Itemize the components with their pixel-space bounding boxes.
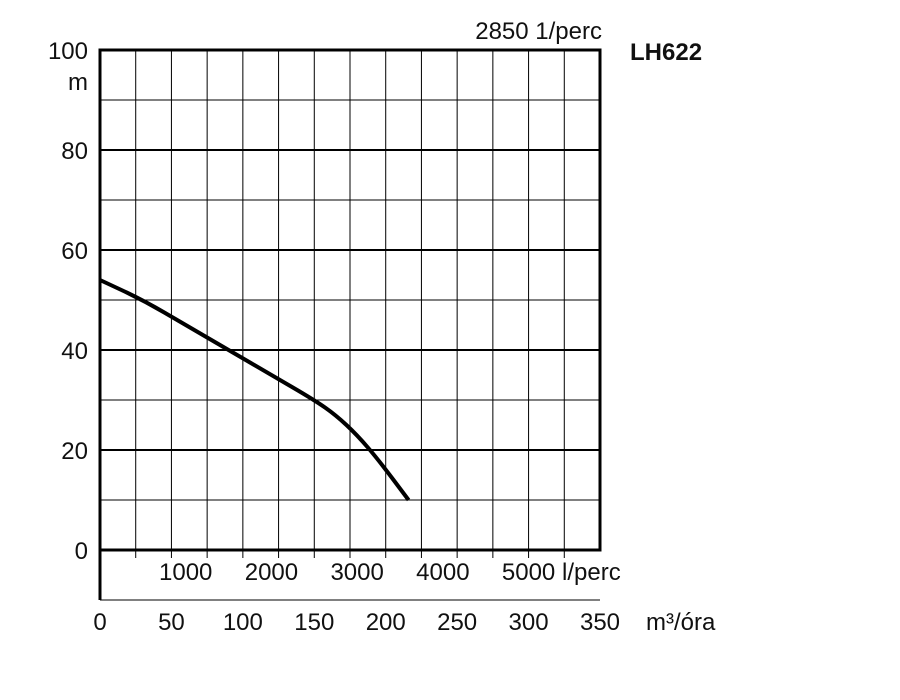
x-tick-label: 300 <box>509 609 549 636</box>
secondary-x-tick-label: 3000 <box>330 559 383 586</box>
y-tick-label: 100 <box>48 38 88 65</box>
secondary-x-unit-label: l/perc <box>562 559 621 586</box>
x-unit-label: m³/óra <box>646 609 716 636</box>
secondary-x-tick-label: 5000 <box>502 559 555 586</box>
y-tick-labels: 0 20 40 60 80 100 <box>48 38 88 565</box>
pump-curve-line <box>99 278 411 502</box>
series-group <box>99 278 411 502</box>
y-tick-label: 20 <box>61 438 88 465</box>
y-tick-label: 80 <box>61 138 88 165</box>
x-tick-label: 0 <box>93 609 106 636</box>
x-tick-labels: 0 50 100 150 200 250 300 350 <box>93 609 620 636</box>
secondary-x-tick-label: 4000 <box>416 559 469 586</box>
y-tick-label: 0 <box>75 538 88 565</box>
x-tick-label: 350 <box>580 609 620 636</box>
x-tick-label: 200 <box>366 609 406 636</box>
grid <box>100 50 600 558</box>
x-tick-label: 100 <box>223 609 263 636</box>
y-tick-label: 40 <box>61 338 88 365</box>
plot-frame <box>98 48 602 601</box>
x-tick-label: 150 <box>294 609 334 636</box>
y-unit-label: m <box>68 69 88 96</box>
x-tick-label: 250 <box>437 609 477 636</box>
speed-label: 2850 1/perc <box>475 18 602 45</box>
secondary-x-tick-labels: 1000 2000 3000 4000 5000 <box>159 559 555 586</box>
secondary-x-tick-label: 2000 <box>245 559 298 586</box>
x-tick-label: 50 <box>158 609 185 636</box>
y-tick-label: 60 <box>61 238 88 265</box>
secondary-x-tick-label: 1000 <box>159 559 212 586</box>
model-label: LH622 <box>630 39 702 66</box>
